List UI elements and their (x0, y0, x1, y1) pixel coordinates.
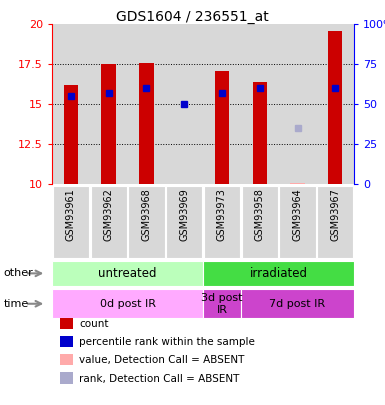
Text: 0d post IR: 0d post IR (100, 299, 156, 309)
Text: 3d post
IR: 3d post IR (201, 293, 243, 315)
Text: GSM93962: GSM93962 (104, 188, 114, 241)
Bar (215, 71, 229, 184)
Bar (139, 63, 154, 184)
Text: count: count (79, 319, 109, 329)
FancyBboxPatch shape (128, 186, 164, 258)
Text: GSM93973: GSM93973 (217, 188, 227, 241)
Text: untreated: untreated (98, 267, 157, 280)
FancyBboxPatch shape (204, 186, 240, 258)
FancyBboxPatch shape (280, 186, 316, 258)
FancyBboxPatch shape (90, 186, 127, 258)
Bar (290, 183, 305, 184)
FancyBboxPatch shape (242, 186, 278, 258)
FancyBboxPatch shape (203, 261, 354, 286)
Bar (165, 24, 203, 184)
Bar (102, 64, 116, 184)
Bar (279, 24, 316, 184)
Text: GSM93967: GSM93967 (330, 188, 340, 241)
Bar (203, 24, 241, 184)
Bar (241, 24, 279, 184)
Text: GSM93958: GSM93958 (255, 188, 265, 241)
Text: GSM93961: GSM93961 (66, 188, 76, 241)
Text: GDS1604 / 236551_at: GDS1604 / 236551_at (116, 10, 269, 24)
FancyBboxPatch shape (52, 261, 203, 286)
Text: percentile rank within the sample: percentile rank within the sample (79, 337, 255, 347)
Text: GSM93964: GSM93964 (293, 188, 303, 241)
Text: GSM93969: GSM93969 (179, 188, 189, 241)
FancyBboxPatch shape (317, 186, 353, 258)
Bar (127, 24, 165, 184)
Text: GSM93968: GSM93968 (141, 188, 151, 241)
Text: value, Detection Call = ABSENT: value, Detection Call = ABSENT (79, 356, 244, 365)
Text: other: other (4, 269, 33, 278)
Bar (64, 85, 78, 184)
Text: rank, Detection Call = ABSENT: rank, Detection Call = ABSENT (79, 374, 239, 384)
FancyBboxPatch shape (52, 289, 203, 318)
Bar (328, 31, 343, 184)
Bar (90, 24, 127, 184)
Text: 7d post IR: 7d post IR (270, 299, 326, 309)
FancyBboxPatch shape (166, 186, 203, 258)
FancyBboxPatch shape (241, 289, 354, 318)
Bar (253, 82, 267, 184)
Text: time: time (4, 299, 29, 309)
FancyBboxPatch shape (53, 186, 89, 258)
Bar (52, 24, 90, 184)
FancyBboxPatch shape (203, 289, 241, 318)
Bar (316, 24, 354, 184)
Text: irradiated: irradiated (249, 267, 308, 280)
